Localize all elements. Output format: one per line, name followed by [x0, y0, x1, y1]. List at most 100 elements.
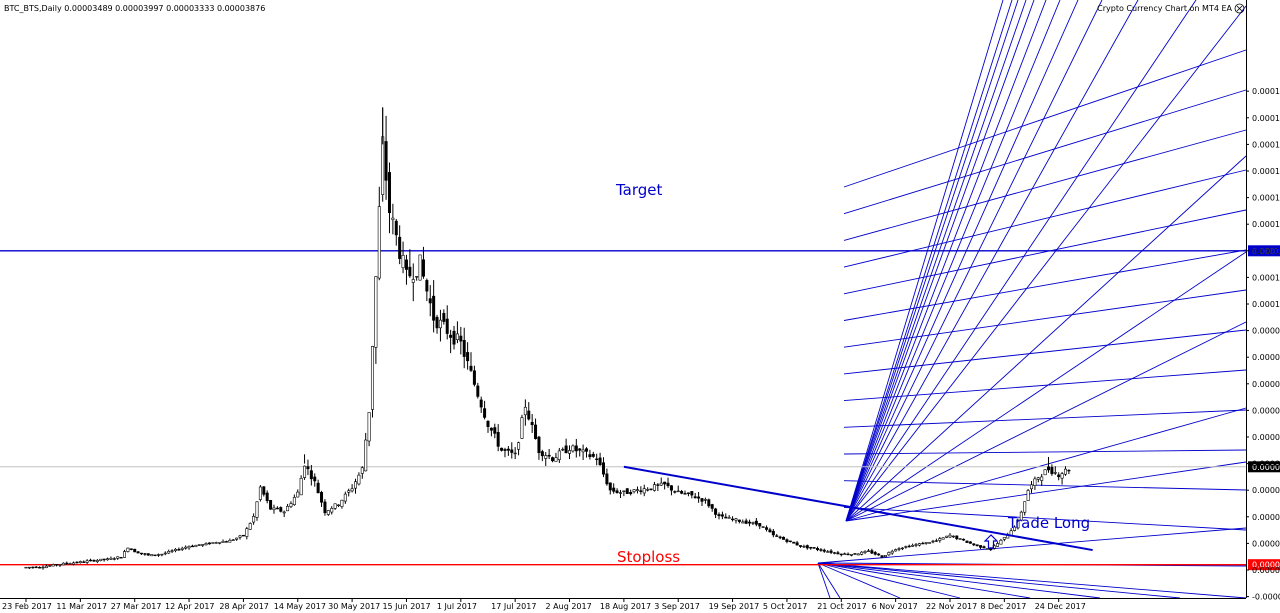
candle-body	[340, 499, 344, 507]
fan-line-steep	[845, 0, 1139, 522]
candle-body	[822, 549, 826, 552]
candle-body	[951, 535, 955, 538]
watermark-close-icon[interactable]	[1234, 3, 1245, 14]
candle-body	[204, 543, 208, 546]
candle-body	[24, 566, 28, 569]
candle-body	[710, 504, 714, 509]
candle-body	[887, 552, 891, 556]
candle-body	[608, 482, 612, 491]
candle-body	[561, 448, 565, 451]
candle-body	[197, 544, 201, 546]
candle-body	[398, 236, 402, 259]
fan-line-down	[817, 562, 1031, 599]
candle-body	[330, 508, 334, 513]
candle-body	[737, 519, 741, 522]
candle-body	[377, 206, 381, 279]
candle-body	[666, 482, 670, 487]
candle-body	[863, 551, 867, 553]
candle-body	[163, 552, 167, 555]
candle-body	[748, 521, 752, 524]
candle-body	[316, 482, 320, 494]
x-tick-label: 11 Mar 2017	[56, 602, 107, 611]
trendline-layer	[623, 465, 1093, 552]
candle-body	[612, 487, 616, 492]
candle-body	[374, 276, 378, 348]
y-tick-label: 0.00015	[1252, 167, 1280, 176]
candle-body	[214, 542, 218, 544]
candle-body	[595, 458, 599, 460]
candle-body	[245, 528, 249, 537]
candle-body	[554, 457, 558, 462]
candle-body	[313, 476, 317, 482]
candle-body	[68, 563, 72, 565]
candle-body	[41, 566, 45, 569]
candle-body	[255, 501, 259, 518]
fan-line-low	[817, 562, 1247, 599]
candle-body	[605, 473, 609, 485]
candle-body	[785, 539, 789, 542]
fan-line-steep	[845, 0, 1103, 522]
candle-body	[598, 457, 602, 466]
y-tick-label: -0.0000	[1252, 593, 1280, 602]
candle-body	[282, 511, 286, 514]
candle-body	[136, 551, 140, 554]
fan-line-mid	[845, 321, 1247, 522]
candle-body	[534, 424, 538, 440]
candle-body	[989, 548, 993, 551]
fan-line-steep	[845, 0, 1013, 522]
candle-body	[139, 552, 143, 555]
candle-body	[931, 540, 935, 543]
candle-body	[680, 491, 684, 494]
candle-body	[479, 399, 483, 408]
x-tick-label: 12 Apr 2017	[165, 602, 214, 611]
trade-long-label: Trade Long	[1007, 514, 1090, 532]
candle-body	[462, 340, 466, 357]
candle-body	[184, 546, 188, 549]
price-axis: 0.00018 0.00017 0.00016 0.00015 0.00014 0.000…	[1246, 87, 1280, 602]
candle-body	[85, 560, 89, 563]
candle-body	[350, 488, 354, 492]
x-tick-label: 23 Feb 2017	[2, 602, 52, 611]
fan-line-parallel	[843, 129, 1247, 241]
candle-body	[421, 259, 425, 277]
candle-body	[846, 553, 850, 556]
candle-body	[415, 276, 419, 278]
candle-body	[544, 455, 548, 459]
x-tick-label: 21 Oct 2017	[817, 602, 866, 611]
candle-body	[241, 534, 245, 537]
y-tick-label: 0.00003	[1252, 486, 1280, 495]
x-tick-label: 6 Nov 2017	[872, 602, 918, 611]
candle-body	[826, 551, 830, 553]
candle-body	[877, 553, 881, 556]
candle-body	[323, 501, 327, 514]
candle-body	[472, 370, 476, 385]
candle-body	[649, 488, 653, 490]
candle-body	[585, 448, 589, 452]
candle-body	[571, 445, 575, 452]
candle-body	[401, 255, 405, 269]
candle-body	[618, 492, 622, 494]
candle-body	[965, 540, 969, 543]
candle-body	[924, 542, 928, 544]
candle-body	[911, 545, 915, 547]
candle-body	[979, 545, 983, 548]
candle-body	[476, 385, 480, 397]
candle-body	[622, 490, 626, 492]
candle-body	[591, 453, 595, 457]
candle-body	[635, 489, 639, 491]
candle-body	[102, 558, 106, 561]
candle-body	[357, 474, 361, 485]
candle-body	[894, 549, 898, 552]
candle-body	[962, 538, 966, 541]
candle-body	[370, 346, 374, 410]
candle-body	[615, 490, 619, 493]
candle-body	[659, 482, 663, 486]
candle-body	[601, 462, 605, 475]
stoploss-price-tag-box	[1248, 559, 1280, 571]
fan-line-parallel	[843, 289, 1247, 348]
candle-body	[65, 562, 69, 565]
candle-body	[364, 439, 368, 472]
fan-line-mid	[845, 251, 1247, 522]
